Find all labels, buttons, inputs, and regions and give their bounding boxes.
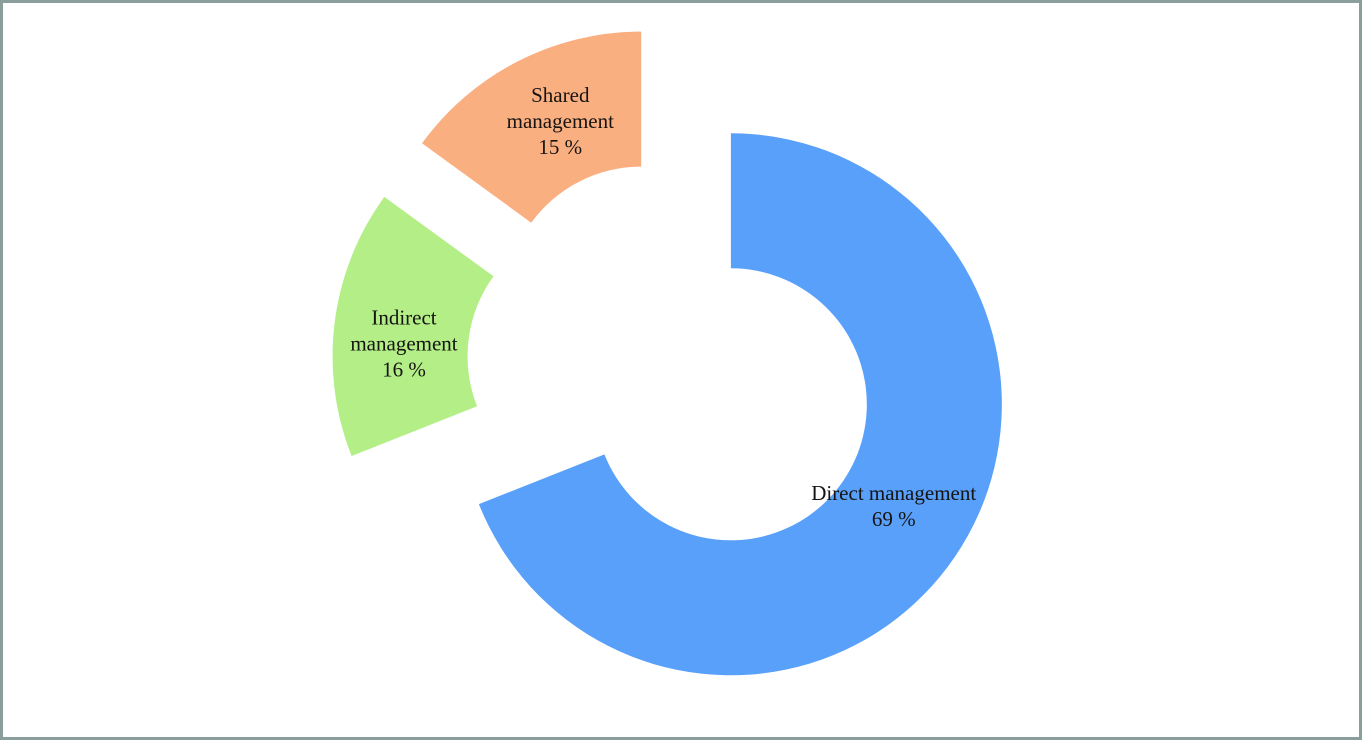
slice-label-direct-management: Direct management 69 % <box>811 481 976 531</box>
slice-label-shared-management: Shared management 15 % <box>507 83 614 159</box>
doughnut-slice-shared-management <box>422 31 642 223</box>
doughnut-chart: Direct management 69 % Indirect management 1… <box>332 31 1002 676</box>
doughnut-slice-indirect-management <box>332 196 494 456</box>
doughnut-slice-direct-management <box>478 133 1002 676</box>
slice-label-indirect-management: Indirect management 16 % <box>350 305 457 381</box>
